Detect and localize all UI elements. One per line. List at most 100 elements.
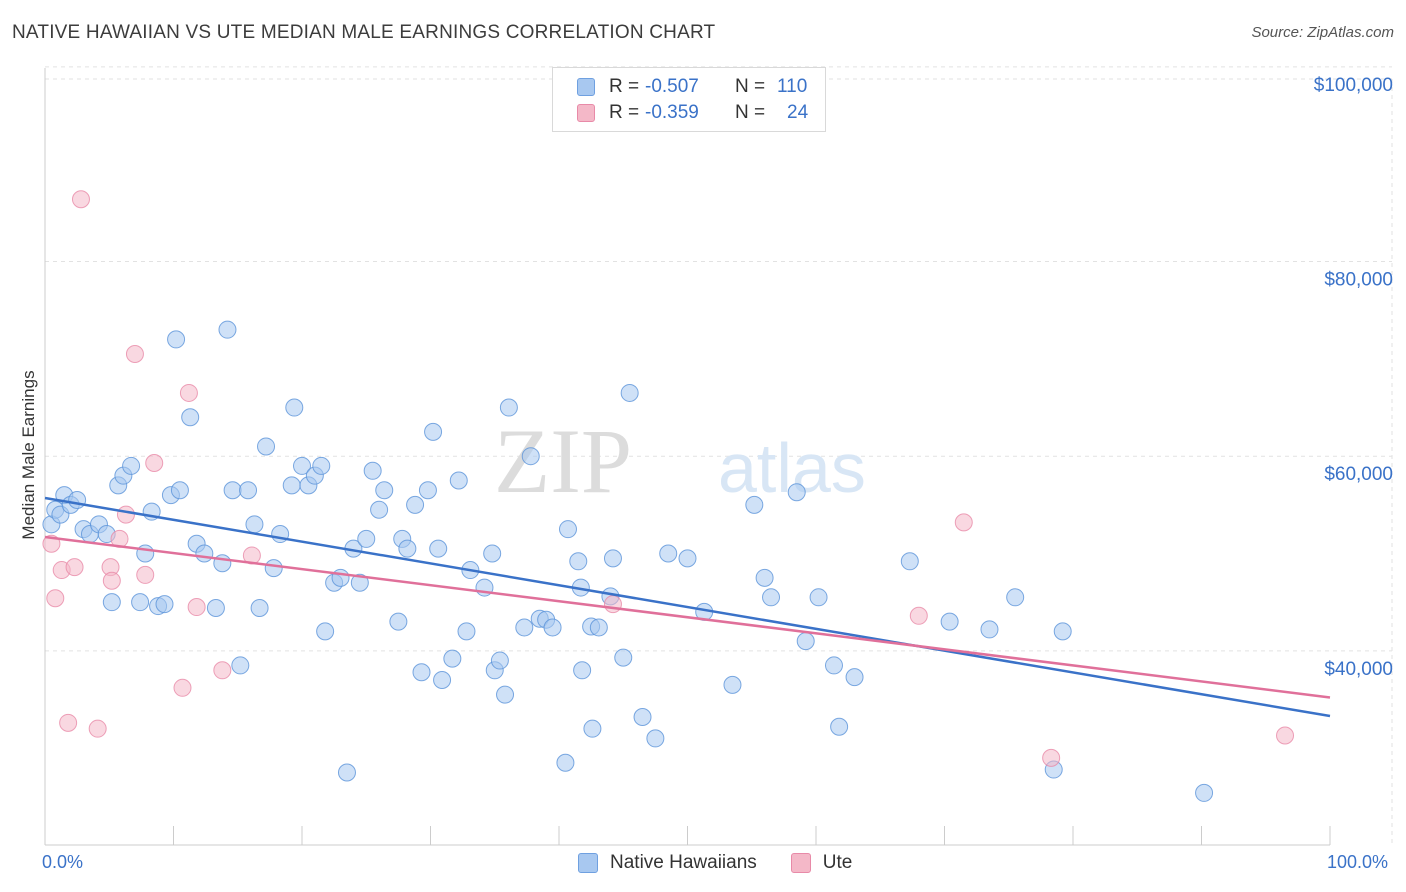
ute-point — [909, 606, 928, 625]
native-hawaiians-point — [483, 544, 502, 563]
native-swatch — [577, 78, 595, 96]
native-hawaiians-point — [496, 685, 515, 704]
ute-point — [59, 713, 78, 732]
native-hawaiians-point — [449, 471, 468, 490]
native-hawaiians-point — [181, 408, 200, 427]
ute-point — [1042, 748, 1061, 767]
native-hawaiians-point — [556, 753, 575, 772]
ute-point — [71, 190, 90, 209]
native-hawaiians-point — [223, 481, 242, 500]
legend-native-swatch — [578, 853, 598, 873]
native-hawaiians-point — [337, 763, 356, 782]
watermark-zip: ZIP — [494, 410, 632, 512]
native-n-value: 110 — [777, 76, 808, 97]
x-tick-label-max: 100.0% — [1327, 852, 1389, 872]
native-hawaiians-point — [678, 549, 697, 568]
native-hawaiians-point — [418, 481, 437, 500]
ute-point — [65, 558, 84, 577]
legend-row-ute: R = -0.359 N = 24 — [577, 101, 808, 125]
legend-ute-label: Ute — [822, 852, 853, 873]
native-hawaiians-point — [620, 383, 639, 402]
native-hawaiians-point — [980, 620, 999, 639]
native-hawaiians-point — [293, 456, 311, 475]
native-hawaiians-point — [331, 568, 350, 587]
native-hawaiians-point — [558, 520, 577, 539]
native-n-label: N = — [735, 76, 766, 97]
native-hawaiians-point — [218, 320, 237, 339]
legend-native-label: Native Hawaiians — [610, 852, 757, 873]
native-hawaiians-point — [940, 612, 959, 631]
y-tick-label: $80,000 — [1324, 270, 1393, 291]
ute-point — [145, 454, 164, 473]
ute-r-value: -0.359 — [645, 102, 699, 123]
native-hawaiians-point — [809, 588, 828, 607]
native-hawaiians-trend-line — [44, 496, 1331, 718]
native-hawaiians-point — [603, 549, 622, 568]
chart-title: NATIVE HAWAIIAN VS UTE MEDIAN MALE EARNI… — [12, 22, 716, 43]
native-hawaiians-point — [122, 456, 141, 475]
ute-point — [1276, 726, 1295, 745]
ute-point — [187, 598, 206, 617]
native-hawaiians-point — [521, 447, 540, 466]
ute-n-value: 24 — [787, 102, 809, 123]
native-hawaiians-point — [569, 552, 588, 571]
native-hawaiians-point — [398, 539, 417, 558]
y-tick-label: $100,000 — [1314, 75, 1393, 96]
native-hawaiians-point — [796, 632, 815, 651]
x-tick-label-min: 0.0% — [42, 852, 84, 872]
legend-item-ute: Ute — [790, 852, 853, 874]
native-hawaiians-point — [830, 717, 849, 736]
native-hawaiians-point — [573, 661, 592, 680]
ute-point — [88, 719, 107, 738]
native-hawaiians-point — [155, 595, 174, 614]
native-hawaiians-point — [316, 622, 335, 641]
native-hawaiians-point — [102, 593, 121, 612]
native-hawaiians-points — [42, 320, 1214, 802]
ute-point — [213, 661, 232, 680]
ute-point — [125, 345, 144, 364]
series-legend: Native Hawaiians Ute — [578, 852, 886, 874]
ute-point — [116, 505, 135, 524]
native-hawaiians-point — [357, 529, 376, 548]
native-hawaiians-point — [845, 668, 864, 687]
ute-points — [42, 190, 1295, 767]
native-hawaiians-point — [424, 422, 443, 441]
ute-r-label: R = — [609, 102, 640, 123]
ute-point — [954, 513, 973, 532]
native-hawaiians-point — [583, 719, 602, 738]
native-hawaiians-point — [195, 544, 214, 563]
chart-source: Source: ZipAtlas.com — [1251, 24, 1394, 41]
native-hawaiians-point — [68, 490, 87, 509]
native-hawaiians-point — [375, 481, 394, 500]
native-hawaiians-point — [239, 481, 258, 500]
watermark: ZIP atlas — [494, 410, 866, 512]
legend-ute-swatch — [790, 853, 811, 873]
native-r-value: -0.507 — [645, 76, 699, 97]
native-hawaiians-point — [231, 656, 250, 675]
y-tick-labels: $40,000 $60,000 $80,000 $100,000 — [1314, 75, 1393, 680]
native-hawaiians-point — [131, 593, 150, 612]
ute-point — [136, 565, 155, 584]
native-hawaiians-point — [312, 456, 331, 475]
native-hawaiians-point — [433, 671, 452, 690]
native-hawaiians-point — [250, 599, 269, 618]
native-hawaiians-point — [787, 483, 806, 502]
native-hawaiians-point — [406, 495, 425, 514]
native-hawaiians-point — [412, 663, 431, 682]
native-hawaiians-point — [350, 573, 369, 592]
native-hawaiians-point — [499, 398, 518, 417]
native-hawaiians-point — [824, 656, 843, 675]
native-hawaiians-point — [745, 495, 764, 514]
native-hawaiians-point — [1053, 622, 1072, 641]
native-hawaiians-point — [659, 544, 678, 563]
legend-item-native: Native Hawaiians — [578, 852, 757, 874]
native-hawaiians-point — [429, 539, 448, 558]
native-hawaiians-point — [282, 476, 301, 495]
y-tick-label: $60,000 — [1324, 464, 1393, 485]
native-hawaiians-point — [285, 398, 304, 417]
native-hawaiians-point — [589, 618, 608, 637]
native-hawaiians-point — [614, 648, 633, 667]
native-hawaiians-point — [264, 559, 283, 578]
native-hawaiians-point — [1006, 588, 1025, 607]
